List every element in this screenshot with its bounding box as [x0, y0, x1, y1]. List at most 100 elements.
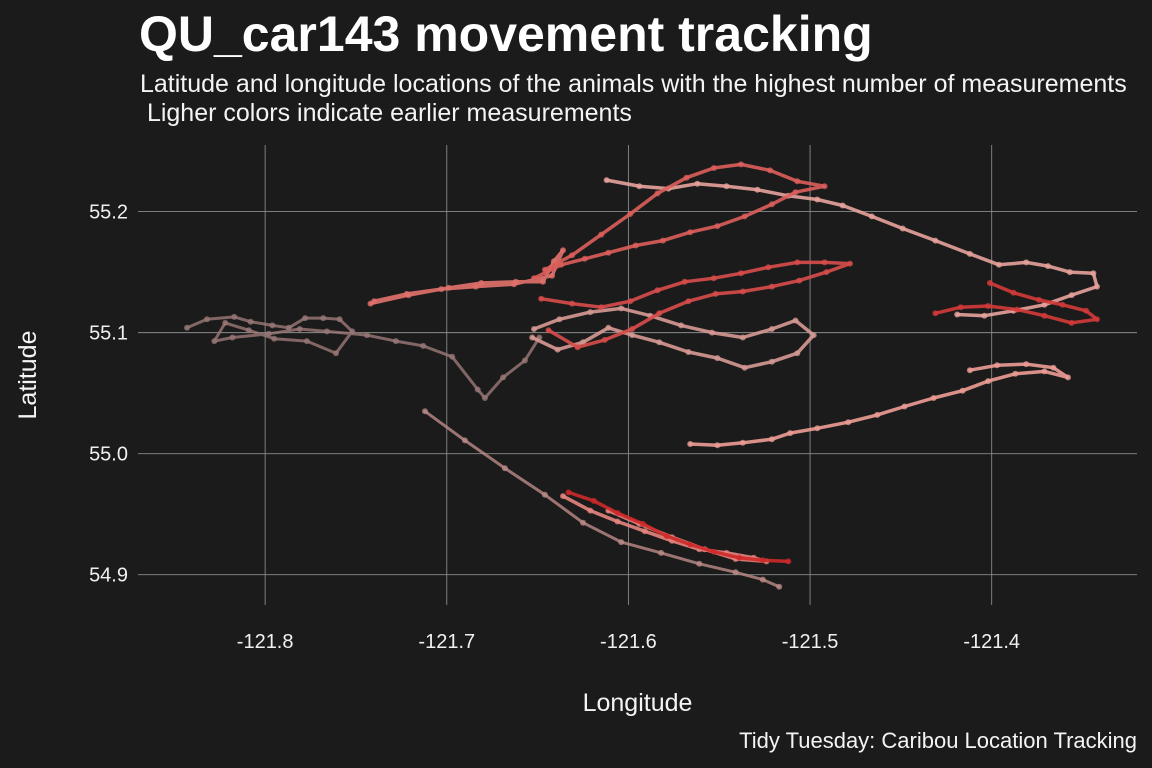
- location-point: [823, 269, 830, 276]
- location-point: [768, 283, 775, 290]
- location-point: [710, 548, 717, 555]
- location-point: [639, 520, 646, 527]
- location-point: [768, 436, 775, 443]
- x-tick-label: -121.7: [418, 631, 475, 653]
- chart-subtitle: Latitude and longitude locations of the …: [140, 70, 1127, 127]
- location-point: [296, 326, 303, 332]
- location-point: [1083, 307, 1090, 314]
- location-point: [420, 342, 427, 349]
- location-point: [320, 315, 327, 322]
- track-line: [532, 162, 827, 280]
- movement-tracks: [184, 161, 1100, 590]
- location-point: [222, 319, 229, 326]
- location-point: [1023, 361, 1030, 368]
- location-point: [687, 441, 694, 447]
- location-point: [732, 569, 739, 576]
- location-point: [767, 167, 774, 174]
- x-tick-label: -121.4: [963, 631, 1020, 653]
- location-point: [658, 549, 665, 556]
- location-point: [1035, 296, 1042, 303]
- location-point: [1014, 306, 1021, 313]
- location-point: [531, 275, 537, 282]
- location-point: [759, 576, 766, 583]
- location-point: [739, 439, 746, 446]
- location-point: [709, 329, 715, 336]
- location-point: [601, 336, 608, 343]
- location-point: [656, 310, 663, 317]
- x-tick-label: -121.8: [237, 631, 294, 653]
- location-point: [269, 322, 276, 329]
- location-point: [538, 295, 545, 302]
- location-point: [654, 287, 661, 294]
- location-point: [785, 558, 792, 565]
- location-point: [521, 357, 528, 364]
- track-line: [185, 315, 541, 400]
- location-point: [821, 183, 828, 190]
- location-point: [211, 338, 218, 345]
- location-point: [714, 442, 721, 449]
- location-point: [403, 290, 410, 297]
- location-point: [481, 395, 488, 401]
- location-point: [574, 344, 581, 351]
- location-point: [323, 328, 330, 335]
- location-point: [1090, 270, 1097, 277]
- location-point: [957, 304, 964, 311]
- location-point: [776, 583, 783, 590]
- location-point: [438, 286, 445, 293]
- location-point: [265, 330, 272, 337]
- location-point: [754, 186, 761, 193]
- location-point: [792, 189, 799, 196]
- location-point: [868, 213, 875, 220]
- location-point: [349, 328, 356, 335]
- x-tick-label: -121.6: [600, 631, 657, 653]
- location-point: [794, 350, 801, 357]
- location-point: [285, 324, 292, 331]
- location-point: [768, 358, 775, 365]
- location-point: [603, 177, 610, 184]
- location-point: [1041, 301, 1048, 308]
- y-axis-title: Latitude: [14, 331, 42, 420]
- location-point: [712, 290, 719, 297]
- location-point: [685, 298, 692, 305]
- location-point: [738, 161, 744, 168]
- y-tick-labels: 54.9 55.0 55.1 55.2: [89, 202, 128, 587]
- location-point: [901, 403, 908, 410]
- location-point: [541, 266, 548, 273]
- location-point: [1010, 289, 1017, 296]
- location-point: [738, 270, 744, 277]
- location-point: [531, 326, 537, 332]
- location-point: [303, 338, 310, 345]
- location-point: [959, 387, 966, 394]
- location-point: [590, 497, 597, 504]
- x-tick-labels: -121.8 -121.7 -121.6 -121.5 -121.4: [237, 631, 1020, 653]
- location-point: [614, 518, 621, 525]
- track-line: [423, 409, 781, 589]
- track-line: [539, 260, 852, 349]
- location-point: [565, 489, 572, 496]
- y-tick-label: 54.9: [89, 565, 128, 587]
- location-point: [741, 364, 748, 371]
- location-point: [598, 231, 605, 238]
- location-point: [930, 395, 937, 401]
- location-point: [932, 237, 939, 244]
- location-point: [629, 326, 636, 332]
- location-point: [723, 183, 730, 190]
- location-point: [787, 430, 794, 437]
- location-point: [614, 510, 621, 516]
- location-point: [694, 180, 701, 187]
- chart-title: QU_car143 movement tracking: [139, 6, 873, 62]
- location-point: [994, 362, 1001, 369]
- location-point: [814, 196, 821, 203]
- location-point: [540, 278, 546, 285]
- location-point: [714, 223, 721, 230]
- track-line: [530, 306, 816, 370]
- location-point: [1059, 301, 1066, 308]
- location-point: [618, 305, 625, 312]
- location-point: [247, 318, 254, 325]
- location-point: [681, 278, 688, 285]
- location-point: [741, 213, 748, 220]
- location-point: [1050, 364, 1057, 371]
- location-point: [768, 201, 775, 208]
- location-point: [714, 355, 721, 362]
